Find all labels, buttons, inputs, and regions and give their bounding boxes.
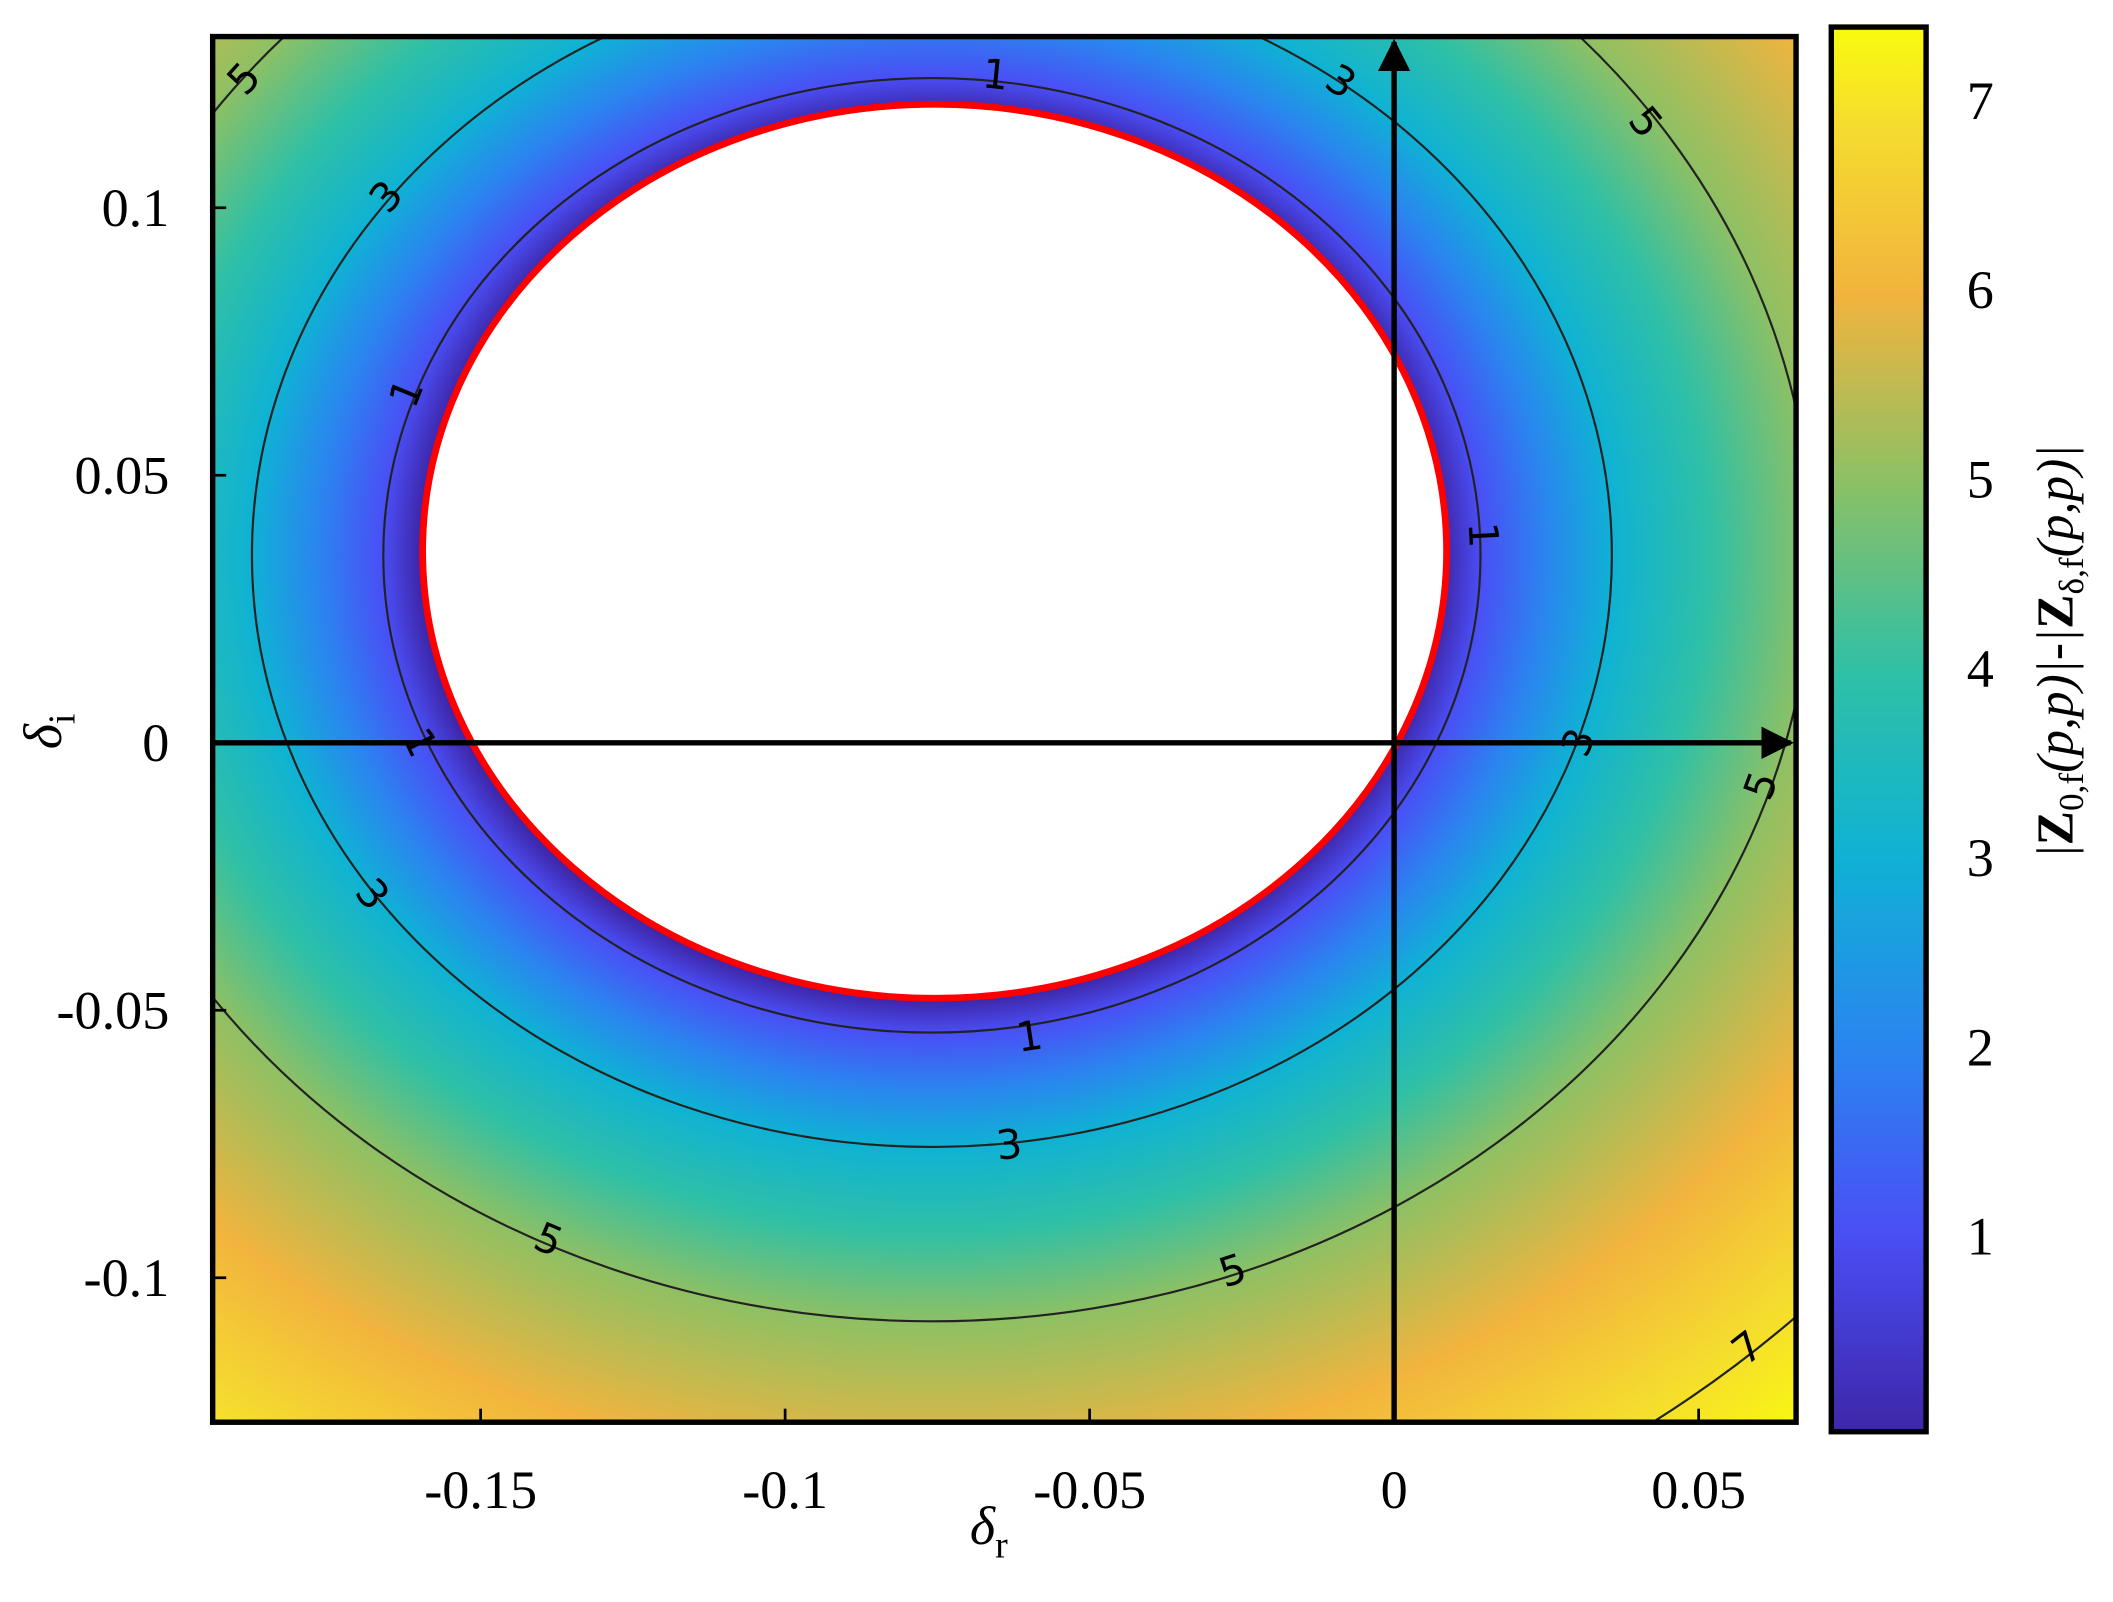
cb-label-part: Z	[2027, 811, 2084, 845]
y-label-symbol: δ	[13, 723, 73, 749]
x-tick-label: -0.1	[742, 1460, 828, 1520]
colorbar-tick-label: 3	[1967, 828, 1994, 888]
boundary	[419, 100, 1450, 1002]
x-tick-label: -0.15	[424, 1460, 537, 1520]
y-axis-label: δi	[13, 714, 84, 750]
y-tick-label: 0	[142, 713, 169, 773]
colorbar-label: |Z0,f(p,p)|-|Zδ,f(p,p)|	[2027, 445, 2091, 856]
colorbar-tick-label: 2	[1967, 1017, 1994, 1077]
cb-label-part: |	[2027, 845, 2084, 855]
axes-arrows	[212, 38, 1794, 1423]
y-tick-label: 0.1	[102, 178, 170, 238]
contour-label: 1	[980, 49, 1011, 99]
contour-label: 1	[1459, 521, 1508, 549]
colorbar-tick-label: 7	[1967, 71, 1994, 131]
x-tick-label: 0	[1381, 1460, 1408, 1520]
plot-frame	[209, 33, 1799, 1425]
y-tick-label: 0.05	[75, 445, 170, 505]
colorbar-tick-label: 4	[1967, 639, 1994, 699]
cb-label-part: (p,p)|-|	[2027, 629, 2084, 773]
colorbar-tick-label: 6	[1967, 260, 1994, 320]
x-tick-label: -0.05	[1033, 1460, 1146, 1520]
cb-label-part: (p,p)|	[2027, 445, 2084, 558]
ticks: -0.15 -0.1 -0.05 0 0.05 -0.1 -0.05 0 0.05 0.1 1 2 3 4…	[56, 71, 1993, 1520]
contour-line	[382, 77, 1482, 1034]
y-tick-label: -0.05	[56, 980, 169, 1040]
cb-label-part: δ,f	[2052, 557, 2091, 594]
x-axis-label: δr	[970, 1496, 1008, 1567]
x-label-symbol: δ	[970, 1496, 996, 1556]
colorbar-tick-label: 5	[1967, 450, 1994, 510]
colorbar	[1828, 24, 1929, 1435]
y-label-sub: i	[41, 714, 83, 725]
y-tick-label: -0.1	[84, 1248, 170, 1308]
x-label-sub: r	[995, 1525, 1008, 1567]
x-tick-label: 0.05	[1651, 1460, 1746, 1520]
cb-label-part: 0,f	[2052, 773, 2091, 811]
cb-label-part: Z	[2027, 595, 2084, 629]
colorbar-tick-label: 1	[1967, 1207, 1994, 1267]
contour-line	[251, 36, 1613, 1148]
contour-label: 3	[994, 1119, 1024, 1169]
contour-line	[212, 36, 1797, 1323]
